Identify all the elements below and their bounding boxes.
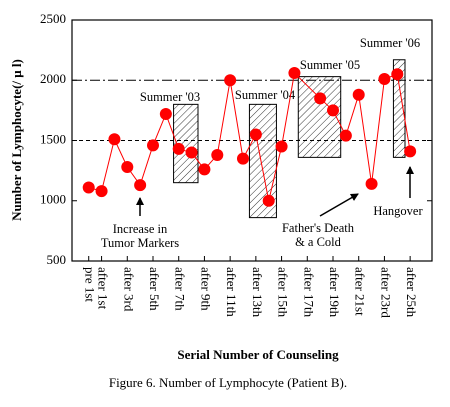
data-point xyxy=(185,146,198,159)
period-label: Summer '05 xyxy=(300,58,360,72)
x-tick-label: after 15th xyxy=(276,267,291,318)
data-point xyxy=(198,163,211,176)
annotation: Father's Death xyxy=(282,221,355,235)
data-point xyxy=(147,139,159,152)
x-tick-label: after 9th xyxy=(198,267,213,311)
y-tick-label: 1000 xyxy=(40,192,66,207)
x-tick-label: pre 1st xyxy=(83,267,98,302)
x-tick-label: after 5th xyxy=(147,267,162,311)
x-tick-label: after 21st xyxy=(353,267,368,316)
data-point xyxy=(314,92,327,105)
x-tick-label: after 7th xyxy=(173,267,188,311)
y-tick-label: 500 xyxy=(47,252,67,267)
data-point xyxy=(95,185,108,198)
data-point xyxy=(82,181,95,194)
data-point xyxy=(172,142,185,155)
data-point xyxy=(108,133,121,146)
period-box xyxy=(392,59,406,158)
annotation-arrow xyxy=(319,193,359,217)
data-point xyxy=(159,107,172,120)
annotation: & a Cold xyxy=(295,235,342,249)
x-tick-label: after 25th xyxy=(404,267,419,318)
x-tick-label: after 3rd xyxy=(121,267,136,312)
x-tick-label: after 17th xyxy=(301,267,316,318)
y-tick-label: 1500 xyxy=(40,131,66,146)
y-axis-label: Number of Lymphocyte(/ μ l) xyxy=(9,59,24,221)
data-point xyxy=(378,73,391,86)
x-tick-label: after 23rd xyxy=(378,267,393,318)
period-label: Summer '04 xyxy=(235,88,296,102)
data-point xyxy=(275,140,288,153)
annotation: Hangover xyxy=(373,204,423,218)
annotation: Tumor Markers xyxy=(101,236,179,250)
period-label: Summer '06 xyxy=(360,36,420,50)
data-point xyxy=(352,88,365,101)
data-point xyxy=(365,177,378,190)
x-tick-label: after 19th xyxy=(327,267,342,318)
period-box xyxy=(297,76,342,158)
y-tick-label: 2500 xyxy=(40,11,66,26)
data-point xyxy=(327,104,339,117)
period-label: Summer '03 xyxy=(140,90,200,104)
x-tick-label: after 1st xyxy=(96,267,111,310)
data-point xyxy=(121,161,134,174)
data-point xyxy=(288,67,301,80)
data-point xyxy=(339,129,352,142)
data-point xyxy=(134,179,147,192)
data-point xyxy=(391,68,404,81)
data-point xyxy=(262,194,275,207)
x-tick-label: after 13th xyxy=(250,267,265,318)
data-point xyxy=(211,148,224,161)
data-point xyxy=(224,74,237,87)
x-tick-label: after 11th xyxy=(224,267,239,317)
annotation: Increase in xyxy=(113,222,168,236)
x-axis-label: Serial Number of Counseling xyxy=(177,347,339,362)
caption: Figure 6. Number of Lymphocyte (Patient … xyxy=(109,375,347,390)
data-point xyxy=(237,152,249,165)
data-point xyxy=(404,145,417,158)
data-point xyxy=(249,128,262,141)
y-tick-label: 2000 xyxy=(40,71,66,86)
